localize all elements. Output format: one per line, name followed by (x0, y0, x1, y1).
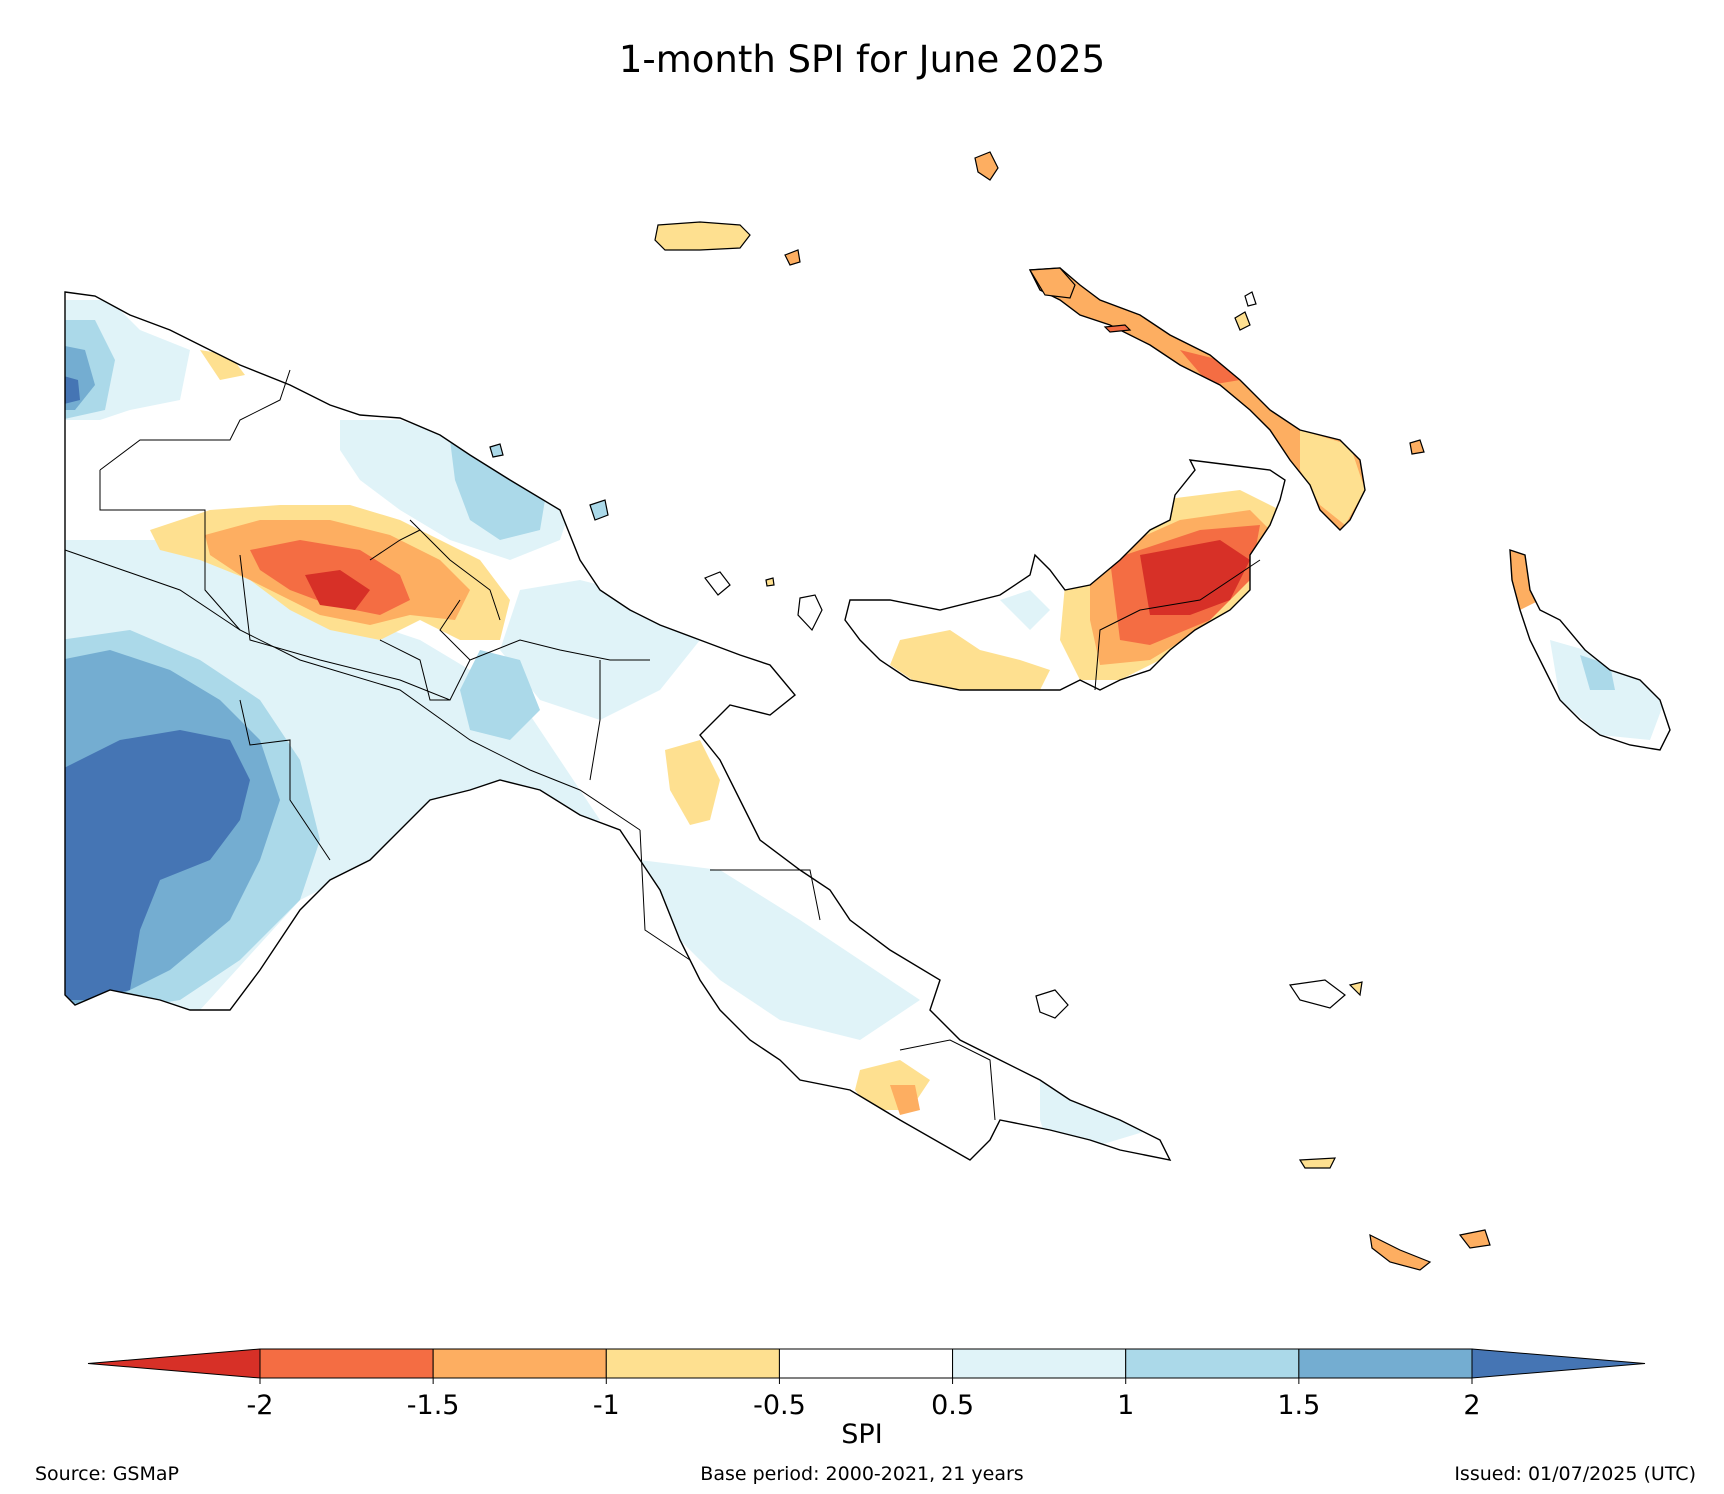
colorbar-tick-label: -0.5 (753, 1390, 806, 1421)
colorbar-tick-label: 0.5 (931, 1390, 974, 1421)
colorbar-tick-label: 2 (1463, 1390, 1480, 1421)
base-period-text: Base period: 2000-2021, 21 years (700, 1463, 1024, 1485)
small-islands (489, 151, 1491, 1271)
issued-text: Issued: 01/07/2025 (UTC) (1454, 1463, 1696, 1485)
colorbar-segment (605, 1348, 780, 1379)
colorbar-segment (1298, 1348, 1473, 1379)
colorbar-tick-label: 1.5 (1277, 1390, 1320, 1421)
source-text: Source: GSMaP (35, 1463, 179, 1485)
new-britain-province-boundary (1094, 559, 1261, 691)
colorbar-segment (1125, 1348, 1300, 1379)
colorbar-tick-label: -2 (247, 1390, 274, 1421)
colorbar-segment (432, 1348, 607, 1379)
colorbar-label: SPI (841, 1419, 882, 1450)
spi-map (64, 151, 1671, 1271)
colorbar-extend-low (87, 1348, 261, 1379)
colorbar-tick-label: 1 (1117, 1390, 1134, 1421)
province-boundaries (64, 369, 996, 1121)
colorbar-tick-label: -1 (593, 1390, 620, 1421)
colorbar-extend-high (1471, 1348, 1646, 1379)
colorbar-segment (259, 1348, 434, 1379)
colorbar-tick-label: -1.5 (407, 1390, 460, 1421)
map-title: 1-month SPI for June 2025 (618, 38, 1106, 81)
colorbar-segment (778, 1348, 954, 1379)
colorbar-segment (952, 1348, 1127, 1379)
